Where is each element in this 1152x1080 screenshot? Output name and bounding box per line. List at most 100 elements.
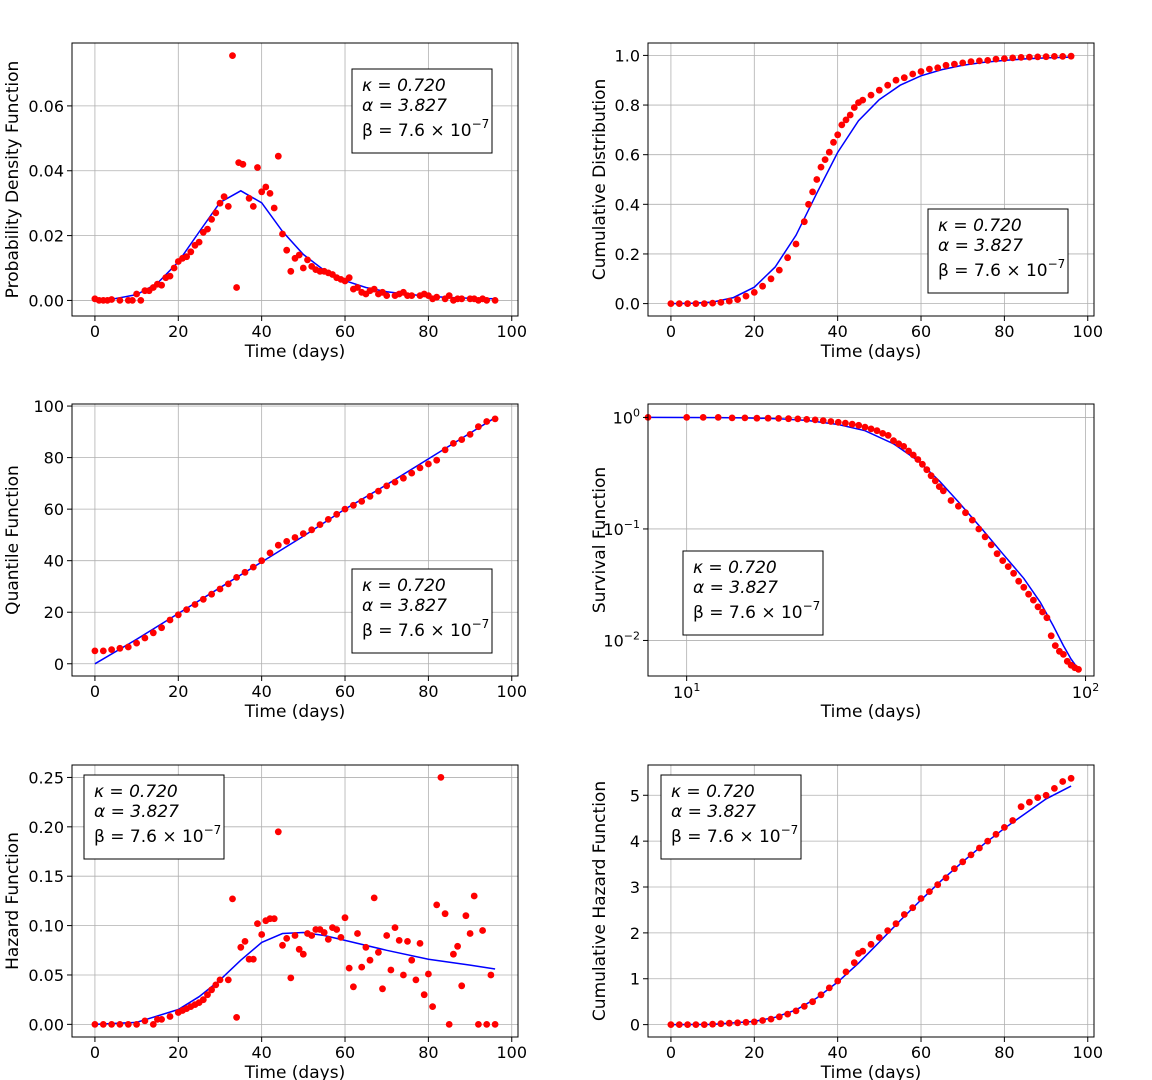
x-tick-label: 80	[994, 322, 1014, 341]
data-point	[383, 482, 391, 490]
data-point	[433, 293, 441, 301]
data-point	[99, 1021, 107, 1028]
data-point	[99, 647, 107, 655]
data-point	[717, 1020, 725, 1028]
data-points	[91, 52, 499, 304]
x-tick-label: 20	[168, 322, 188, 341]
y-axis-label: Hazard Function	[3, 832, 23, 970]
x-tick-label: 60	[911, 1043, 931, 1062]
data-point	[867, 91, 875, 99]
data-point	[483, 1021, 491, 1028]
x-tick-label: 0	[90, 682, 100, 701]
data-point	[699, 414, 707, 421]
y-tick-label: 40	[44, 552, 64, 571]
data-point	[108, 646, 115, 653]
data-point	[909, 904, 917, 912]
axes-frame	[647, 42, 1095, 317]
data-point	[362, 943, 370, 951]
data-point	[291, 534, 299, 541]
y-tick-label: 0.0	[615, 295, 640, 314]
data-point	[299, 264, 307, 272]
data-point	[375, 487, 382, 495]
data-point	[1009, 817, 1017, 824]
legend-box	[927, 208, 1069, 294]
data-point	[709, 299, 716, 307]
data-point	[859, 96, 867, 104]
data-point	[962, 509, 969, 517]
kappa-value: κ = 0.720	[362, 76, 446, 96]
data-point	[433, 901, 441, 909]
x-tick-label: 60	[335, 1043, 355, 1062]
y-tick-label: 20	[44, 603, 64, 622]
data-point	[792, 1007, 800, 1015]
data-point	[1042, 791, 1050, 799]
x-tick-label: 0	[666, 1043, 676, 1062]
panel-quantile: 0 20 40 60 80 100 0 20 40 60 80 100 Time (days) Quant…	[3, 397, 527, 722]
data-point	[794, 415, 802, 423]
y-tick-label: 100	[613, 406, 640, 427]
y-tick-label: 0.00	[28, 291, 64, 310]
x-tick-label: 80	[994, 1043, 1014, 1062]
data-point	[900, 74, 908, 82]
y-tick-label: 2	[630, 924, 640, 943]
data-point	[734, 1019, 741, 1027]
y-axis-label: Survival Function	[590, 467, 610, 613]
x-tick-label: 20	[168, 682, 188, 701]
data-point	[133, 290, 141, 298]
data-point	[717, 299, 725, 306]
data-point	[233, 284, 241, 291]
y-tick-label: 0	[54, 655, 64, 674]
data-point	[491, 415, 499, 423]
data-point	[842, 116, 850, 124]
kappa-value: κ = 0.720	[693, 558, 777, 578]
data-point	[834, 977, 842, 985]
data-point	[170, 264, 178, 272]
gridlines	[72, 404, 518, 676]
data-point	[283, 935, 291, 942]
data-point	[742, 1018, 750, 1026]
data-point	[838, 121, 846, 129]
x-tick-label: 20	[744, 1043, 764, 1062]
data-point	[274, 541, 282, 549]
data-point	[1001, 824, 1008, 831]
data-point	[445, 1021, 453, 1028]
x-tick-label: 80	[418, 682, 438, 701]
data-point	[892, 76, 900, 84]
data-point	[483, 297, 491, 304]
data-point	[383, 292, 391, 299]
data-point	[450, 950, 457, 958]
data-point	[987, 541, 995, 549]
data-point	[458, 982, 466, 990]
x-axis-label: Time (days)	[244, 702, 345, 722]
beta-value: β = 7.6 × 10−7	[362, 617, 489, 641]
beta-value: β = 7.6 × 10−7	[362, 117, 489, 141]
data-point	[1042, 53, 1050, 61]
data-point	[166, 1013, 174, 1020]
data-point	[366, 956, 374, 964]
data-point	[283, 538, 291, 545]
data-point	[229, 52, 236, 59]
data-point	[684, 1021, 691, 1028]
data-point	[254, 920, 261, 927]
x-tick-label: 40	[251, 1043, 271, 1062]
y-tick-label: 0.4	[615, 195, 640, 214]
data-point	[224, 580, 232, 588]
x-tick-label: 100	[496, 1043, 527, 1062]
x-tick-label: 100	[1072, 1043, 1103, 1062]
data-point	[976, 844, 983, 852]
data-point	[767, 1015, 775, 1023]
data-point	[395, 937, 403, 944]
data-point	[391, 924, 399, 931]
data-point	[320, 929, 328, 936]
data-point	[429, 1003, 436, 1010]
legend-box	[83, 774, 225, 860]
data-point	[416, 940, 424, 947]
data-point	[753, 414, 761, 422]
x-tick-label: 40	[827, 322, 847, 341]
panel-cdf: 0 20 40 60 80 100 0.0 0.2 0.4 0.6 0.8 1.0 Time (days…	[590, 42, 1103, 362]
data-point	[324, 516, 332, 523]
data-point	[1001, 55, 1008, 62]
data-point	[825, 984, 833, 992]
